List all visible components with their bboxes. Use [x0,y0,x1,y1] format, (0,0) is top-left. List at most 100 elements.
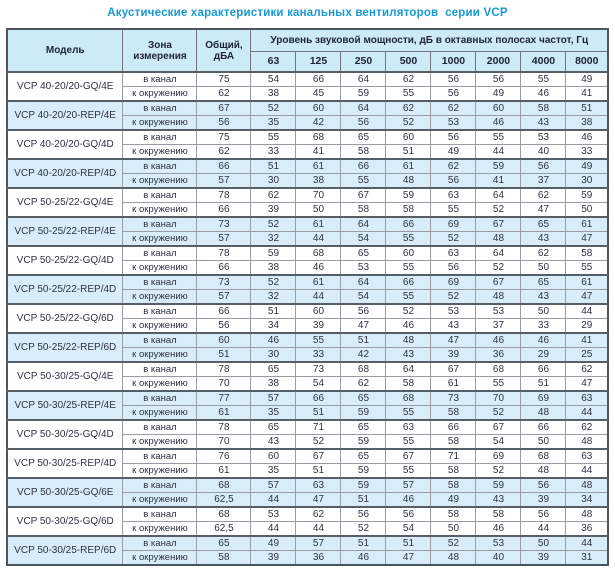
spl-value-cell: 59 [340,434,387,450]
zone-cell: к окружению [122,550,198,566]
spl-value-cell: 38 [565,115,609,131]
spl-value-cell: 59 [565,187,609,203]
spl-value-cell: 48 [385,173,432,189]
spl-value-cell: 51 [295,463,342,479]
spl-value-cell: 49 [475,86,522,102]
spl-value-cell: 47 [565,231,609,247]
spl-value-cell: 31 [565,550,609,566]
spl-value-cell: 35 [250,115,297,131]
col-header-freq-4000: 4000 [520,51,567,73]
spl-value-cell: 60 [475,100,522,116]
spl-value-cell: 58 [520,100,567,116]
total-dba-cell: 73 [196,274,252,290]
spl-value-cell: 33 [250,144,297,160]
spl-value-cell: 39 [295,318,342,334]
table-row: к окружению 56 34 39 47 46 43 37 33 29 [7,318,609,334]
spl-value-cell: 49 [430,144,477,160]
spl-value-cell: 52 [250,216,297,232]
spl-value-cell: 43 [520,231,567,247]
spl-value-cell: 48 [385,332,432,348]
spl-value-cell: 41 [565,86,609,102]
spl-value-cell: 61 [565,274,609,290]
spl-value-cell: 58 [430,477,477,493]
spl-value-cell: 51 [340,332,387,348]
spl-value-cell: 59 [340,86,387,102]
spl-value-cell: 48 [520,405,567,421]
spl-value-cell: 39 [520,492,567,508]
spl-value-cell: 55 [385,289,432,305]
model-cell: VCP 40-20/20-REP/4E [6,100,124,131]
spl-value-cell: 58 [565,245,609,261]
model-cell: VCP 40-20/20-REP/4D [6,158,124,189]
spl-value-cell: 54 [250,71,297,87]
spl-value-cell: 47 [295,492,342,508]
zone-cell: в канал [122,535,198,551]
table-row: к окружению 62 33 41 58 51 49 44 40 33 [7,144,609,160]
spl-value-cell: 61 [295,216,342,232]
spl-value-cell: 46 [520,332,567,348]
spl-value-cell: 34 [250,318,297,334]
table-row: к окружению 58 39 36 46 47 48 40 39 31 [7,550,609,566]
zone-cell: к окружению [122,463,198,479]
spl-value-cell: 65 [520,274,567,290]
spl-value-cell: 39 [520,550,567,566]
spl-value-cell: 62 [565,419,609,435]
spl-value-cell: 55 [295,332,342,348]
spl-value-cell: 55 [475,129,522,145]
spl-value-cell: 52 [475,405,522,421]
total-dba-cell: 66 [196,202,252,218]
total-dba-cell: 57 [196,289,252,305]
spl-value-cell: 57 [250,390,297,406]
spl-value-cell: 36 [475,347,522,363]
table-row: VCP 50-30/25-GQ/6D в канал 68 53 62 56 56 58 58 5… [6,506,609,537]
spl-value-cell: 67 [430,361,477,377]
spl-value-cell: 45 [295,86,342,102]
spl-value-cell: 55 [385,260,432,276]
zone-cell: к окружению [122,231,198,247]
spl-value-cell: 39 [250,550,297,566]
spl-value-cell: 39 [430,347,477,363]
spl-value-cell: 33 [295,347,342,363]
spl-value-cell: 63 [565,448,609,464]
spl-value-cell: 73 [295,361,342,377]
spl-value-cell: 67 [475,274,522,290]
spl-value-cell: 53 [430,303,477,319]
spl-value-cell: 41 [565,332,609,348]
spl-value-cell: 44 [565,535,609,551]
spl-value-cell: 56 [340,506,387,522]
spl-value-cell: 47 [565,376,609,392]
spl-value-cell: 59 [475,477,522,493]
spl-value-cell: 58 [385,376,432,392]
spl-value-cell: 68 [475,361,522,377]
model-cell: VCP 40-20/20-GQ/4D [6,129,124,160]
spl-value-cell: 58 [340,202,387,218]
spl-value-cell: 44 [565,303,609,319]
spl-value-cell: 52 [475,202,522,218]
spl-value-cell: 55 [385,405,432,421]
spl-value-cell: 52 [385,115,432,131]
model-cell: VCP 50-30/25-REP/6D [6,535,124,566]
spl-value-cell: 60 [295,100,342,116]
spl-value-cell: 59 [475,158,522,174]
spl-value-cell: 56 [430,129,477,145]
zone-cell: к окружению [122,521,198,537]
spl-value-cell: 53 [340,260,387,276]
spl-value-cell: 50 [520,535,567,551]
zone-cell: в канал [122,245,198,261]
spl-value-cell: 55 [385,231,432,247]
spl-value-cell: 44 [295,521,342,537]
total-dba-cell: 70 [196,434,252,450]
spl-value-cell: 62 [520,245,567,261]
spl-value-cell: 46 [250,332,297,348]
spl-value-cell: 48 [565,434,609,450]
spl-value-cell: 55 [250,129,297,145]
spl-value-cell: 58 [430,506,477,522]
spl-value-cell: 57 [250,477,297,493]
spl-value-cell: 51 [250,303,297,319]
col-header-freq-2000: 2000 [475,51,522,73]
spl-value-cell: 55 [565,260,609,276]
spl-value-cell: 62 [385,71,432,87]
spl-value-cell: 52 [430,535,477,551]
total-dba-cell: 73 [196,216,252,232]
spl-value-cell: 51 [295,405,342,421]
